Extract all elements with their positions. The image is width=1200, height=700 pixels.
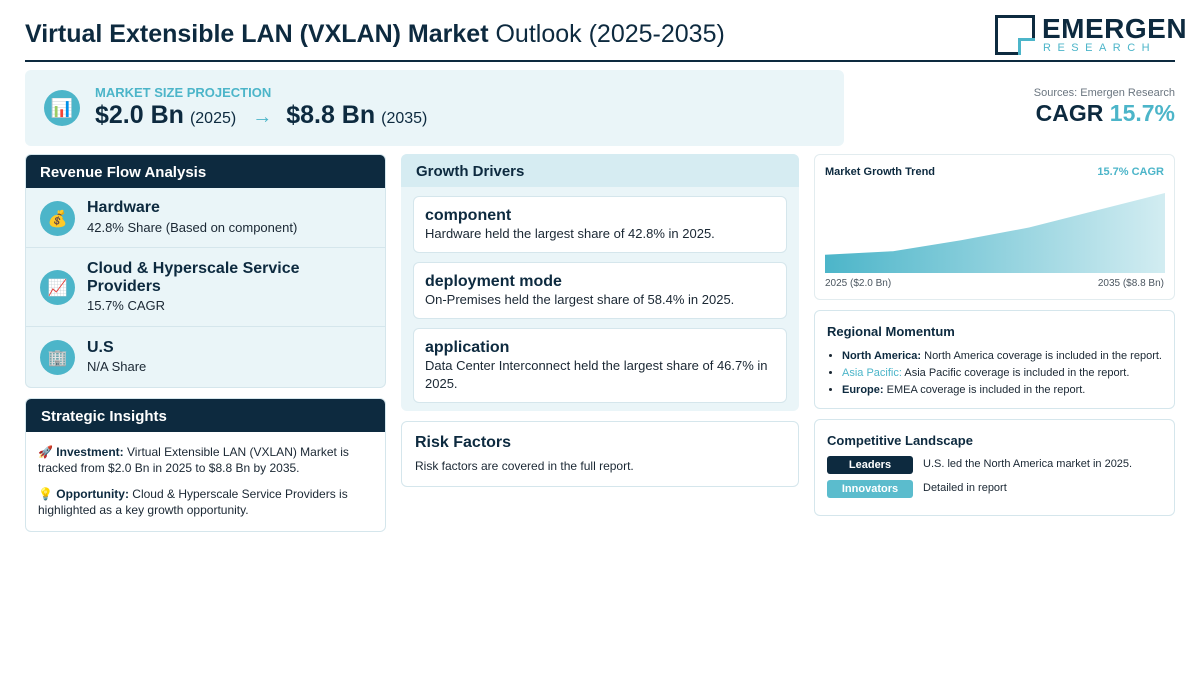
revenue-item: 💰 Hardware 42.8% Share (Based on compone… — [26, 188, 385, 248]
driver-text: Data Center Interconnect held the larges… — [425, 358, 768, 391]
cagr-label: CAGR — [1035, 100, 1104, 126]
revenue-item-name: U.S — [87, 339, 114, 356]
insight-text: Cloud & Hyperscale Service Providers is … — [38, 487, 348, 517]
end-year: (2035) — [381, 110, 428, 127]
source-note: Sources: Emergen Research — [1033, 87, 1175, 99]
projection-label: MARKET SIZE PROJECTION — [95, 85, 272, 100]
emergen-research-logo: EMERGEN RESEARCH — [995, 14, 1187, 56]
start-year: (2025) — [189, 110, 237, 127]
competitive-landscape-panel: Competitive Landscape Leaders U.S. led t… — [814, 419, 1175, 516]
logo-wordmark: EMERGEN — [1042, 13, 1188, 44]
driver-card: application Data Center Interconnect hel… — [413, 328, 787, 403]
market-size-projection: 📊 MARKET SIZE PROJECTION $2.0 Bn (2025) → $… — [25, 70, 844, 146]
driver-text: Hardware held the largest share of 42.8%… — [425, 226, 715, 241]
region-text: North America coverage is included in th… — [924, 350, 1162, 362]
risk-factors-text: Risk factors are covered in the full rep… — [415, 459, 634, 473]
region-name: North America: — [842, 350, 922, 362]
competitive-text: Detailed in report — [923, 482, 1007, 494]
risk-factors-panel: Risk Factors Risk factors are covered in… — [401, 421, 799, 487]
competitive-landscape-title: Competitive Landscape — [827, 433, 973, 448]
bar-chart-icon: 📊 — [44, 90, 80, 126]
chart-area-series — [825, 193, 1165, 273]
insight-investment: 🚀 Investment: Virtual Extensible LAN (VX… — [26, 444, 385, 476]
revenue-flow-title: Revenue Flow Analysis — [26, 155, 385, 188]
region-item: Europe: EMEA coverage is included in the… — [842, 382, 1172, 399]
trend-chart-icon: 📈 — [40, 270, 75, 305]
cagr-headline: CAGR 15.7% — [1036, 100, 1175, 127]
revenue-item-sub: 15.7% CAGR — [87, 298, 166, 313]
revenue-item: 🏢 U.S N/A Share — [26, 327, 385, 387]
cagr-value: 15.7% — [1109, 100, 1175, 126]
revenue-flow-panel: Revenue Flow Analysis 💰 Hardware 42.8% S… — [25, 154, 386, 388]
start-value: $2.0 Bn — [95, 101, 184, 129]
revenue-item-name: Cloud & Hyperscale Service Providers — [87, 260, 300, 295]
chart-cagr-annotation: 15.7% CAGR — [1097, 166, 1164, 178]
page-title: Virtual Extensible LAN (VXLAN) Market Ou… — [25, 20, 725, 49]
growth-drivers-title: Growth Drivers — [401, 154, 799, 187]
lightbulb-icon: 💡 — [38, 487, 53, 501]
insight-label: Opportunity: — [56, 487, 129, 501]
regional-momentum-title: Regional Momentum — [827, 324, 955, 339]
page-header: Virtual Extensible LAN (VXLAN) Market Ou… — [25, 12, 1187, 62]
region-text: EMEA coverage is included in the report. — [886, 384, 1086, 396]
region-name: Asia Pacific: — [842, 367, 902, 379]
page-title-sub: Outlook (2025-2035) — [495, 20, 725, 48]
competitive-row: Leaders U.S. led the North America marke… — [827, 456, 1167, 474]
chart-start-label: 2025 ($2.0 Bn) — [825, 278, 892, 289]
region-text: Asia Pacific coverage is included in the… — [904, 367, 1130, 379]
risk-factors-title: Risk Factors — [415, 434, 512, 451]
growth-drivers-panel: Growth Drivers component Hardware held t… — [401, 154, 799, 411]
revenue-item-sub: N/A Share — [87, 359, 147, 374]
region-item: Asia Pacific: Asia Pacific coverage is i… — [842, 365, 1172, 382]
competitive-text: U.S. led the North America market in 202… — [923, 458, 1133, 470]
region-item: North America: North America coverage is… — [842, 348, 1172, 365]
innovators-badge: Innovators — [827, 480, 913, 498]
projection-values: $2.0 Bn (2025) → $8.8 Bn (2035) — [95, 101, 427, 130]
driver-title: deployment mode — [425, 273, 562, 290]
logo-tagline: RESEARCH — [1043, 42, 1157, 54]
competitive-row: Innovators Detailed in report — [827, 480, 1167, 498]
strategic-insights-title: Strategic Insights — [26, 399, 385, 432]
revenue-item-sub: 42.8% Share (Based on component) — [87, 220, 298, 235]
arrow-right-icon: → — [252, 106, 273, 128]
driver-card: deployment mode On-Premises held the lar… — [413, 262, 787, 319]
rocket-icon: 🚀 — [38, 445, 53, 459]
page-title-main: Virtual Extensible LAN (VXLAN) Market — [25, 20, 489, 48]
driver-title: component — [425, 207, 512, 224]
leaders-badge: Leaders — [827, 456, 913, 474]
logo-mark-icon — [995, 15, 1035, 55]
revenue-item-name: Hardware — [87, 199, 160, 216]
regional-momentum-panel: Regional Momentum North America: North A… — [814, 310, 1175, 409]
area-chart-svg — [825, 193, 1165, 273]
driver-title: application — [425, 339, 510, 356]
insight-text: Virtual Extensible LAN (VXLAN) Market is… — [38, 445, 349, 475]
market-growth-trend-chart: Market Growth Trend 15.7% CAGR 2025 ($2.… — [814, 154, 1175, 300]
insight-label: Investment: — [56, 445, 124, 459]
region-list: North America: North America coverage is… — [842, 348, 1172, 399]
revenue-item: 📈 Cloud & Hyperscale Service Providers 1… — [26, 248, 385, 327]
strategic-insights-panel: Strategic Insights 🚀 Investment: Virtual… — [25, 398, 386, 532]
chart-end-label: 2035 ($8.8 Bn) — [1097, 278, 1164, 289]
driver-card: component Hardware held the largest shar… — [413, 196, 787, 253]
insight-opportunity: 💡 Opportunity: Cloud & Hyperscale Servic… — [26, 486, 385, 518]
chart-title: Market Growth Trend — [825, 166, 936, 178]
office-building-icon: 🏢 — [40, 340, 75, 375]
money-bag-icon: 💰 — [40, 201, 75, 236]
region-name: Europe: — [842, 384, 884, 396]
driver-text: On-Premises held the largest share of 58… — [425, 292, 735, 307]
end-value: $8.8 Bn — [286, 101, 376, 129]
